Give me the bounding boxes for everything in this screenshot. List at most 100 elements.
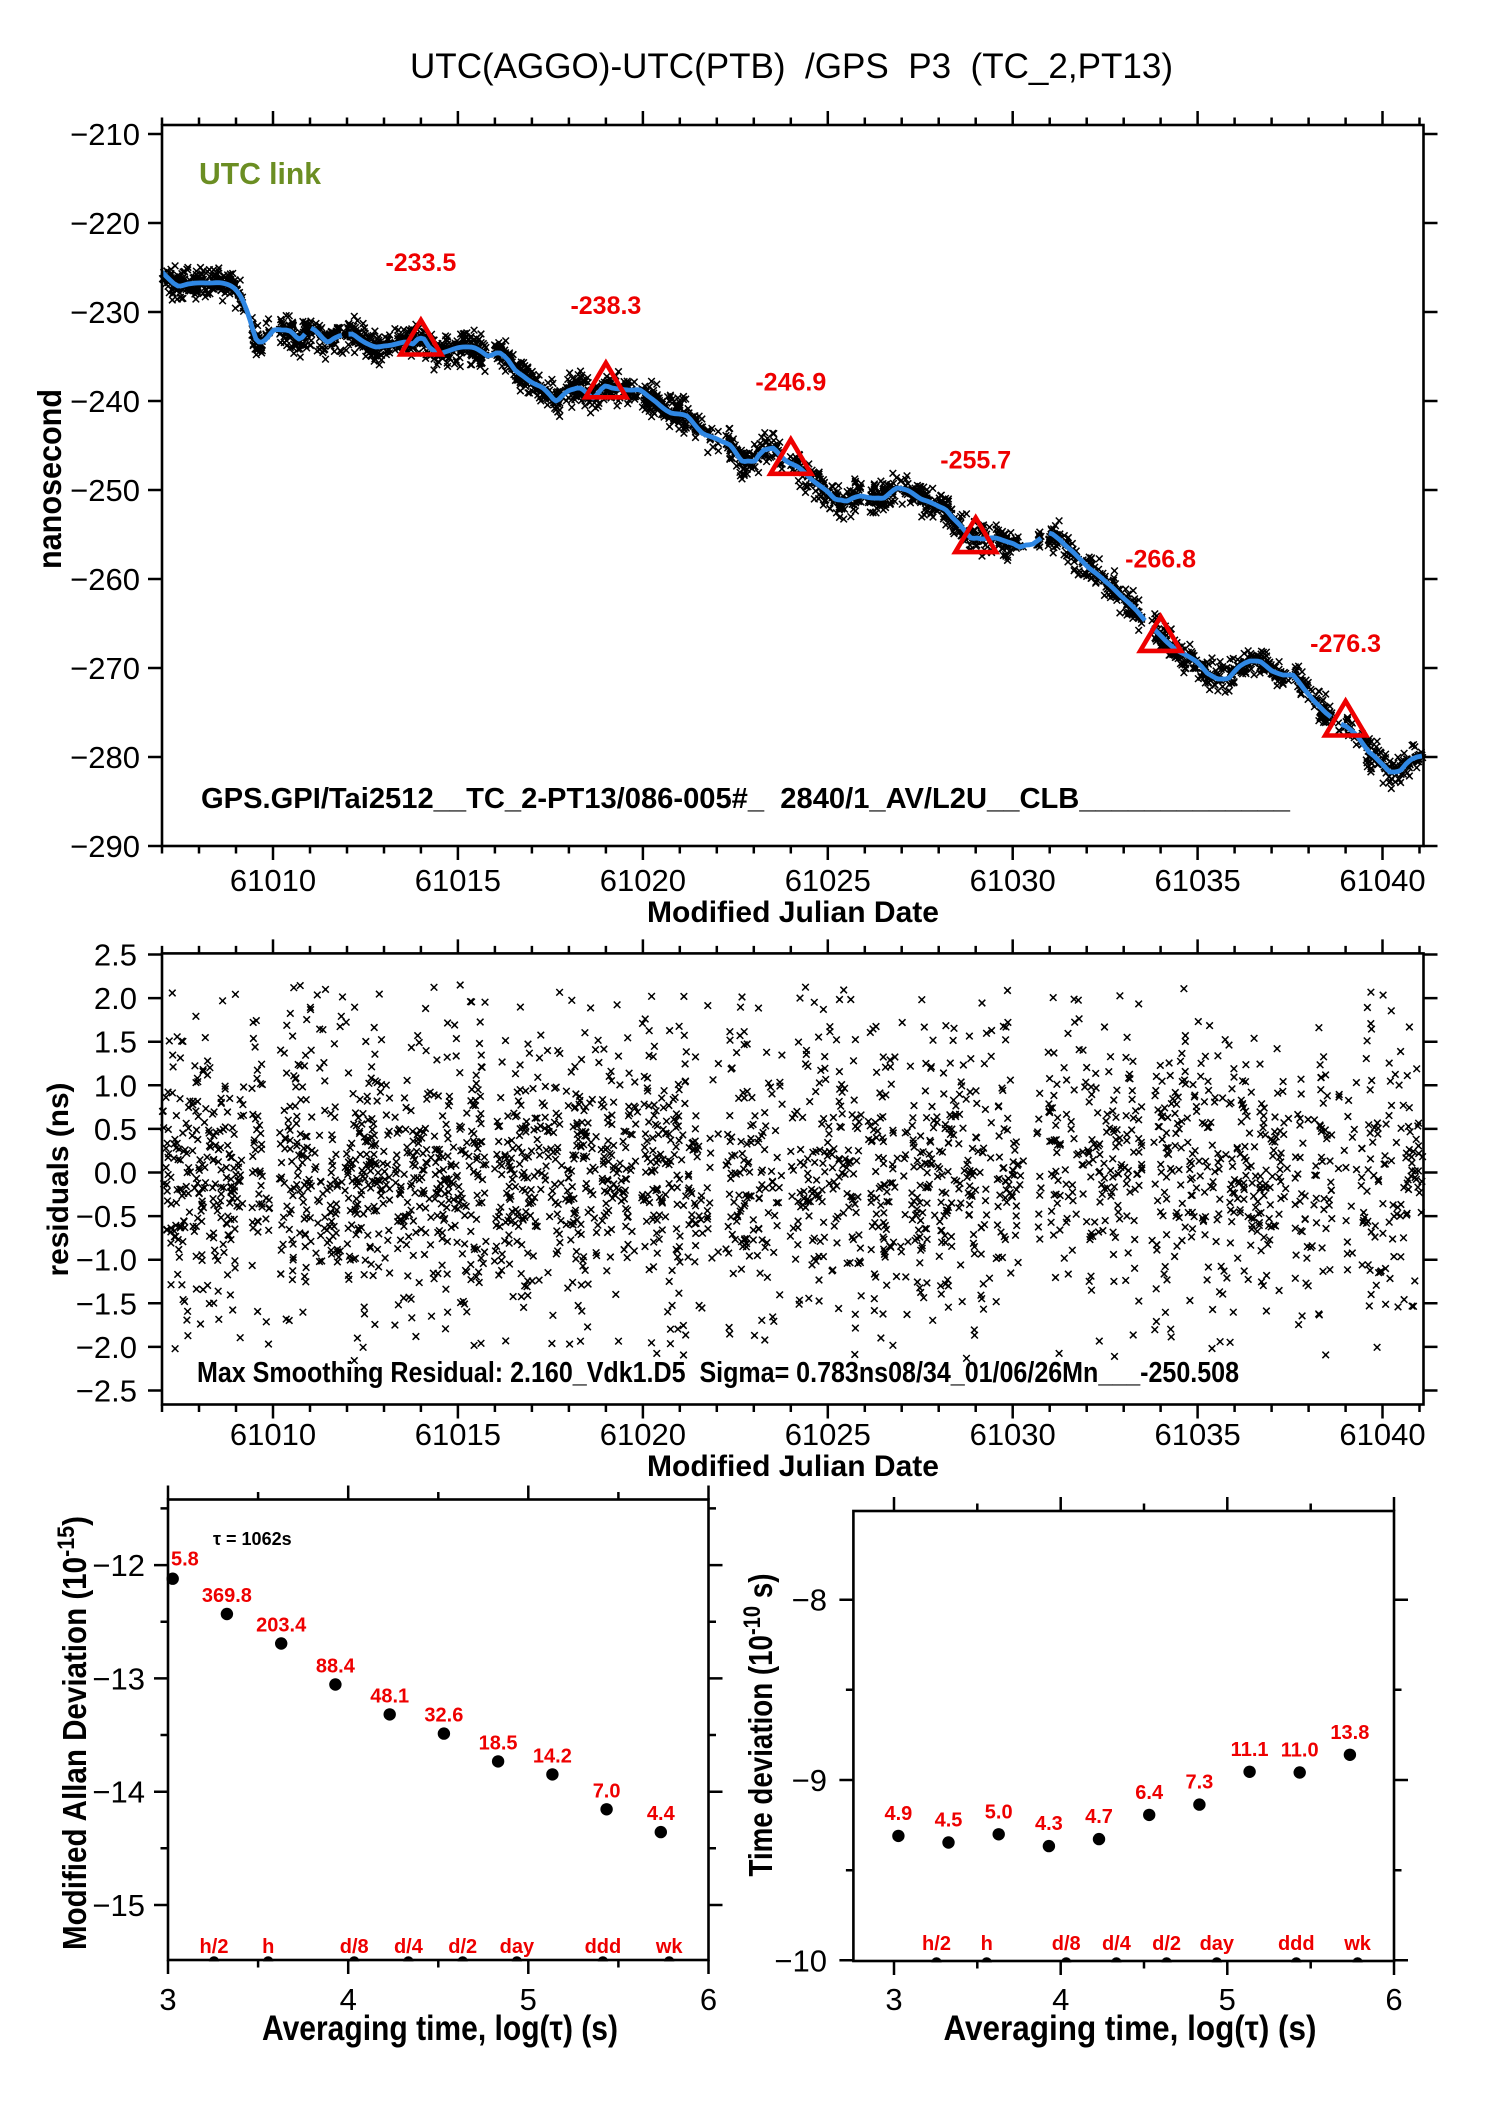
svg-text:h: h	[981, 1933, 993, 1955]
svg-text:4: 4	[340, 1982, 357, 2017]
svg-text:5: 5	[520, 1982, 537, 2017]
svg-text:13.8: 13.8	[1330, 1722, 1369, 1744]
svg-text:0.5: 0.5	[94, 1112, 137, 1147]
svg-text:369.8: 369.8	[202, 1585, 252, 1607]
svg-text:61035: 61035	[1154, 863, 1240, 898]
svg-text:18.5: 18.5	[479, 1732, 518, 1754]
svg-text:61030: 61030	[970, 1417, 1056, 1452]
svg-text:ddd: ddd	[585, 1936, 622, 1958]
svg-text:d/8: d/8	[340, 1936, 369, 1958]
svg-text:61030: 61030	[970, 863, 1056, 898]
svg-text:residuals (ns): residuals (ns)	[42, 1083, 75, 1277]
svg-text:14.2: 14.2	[533, 1745, 572, 1767]
svg-text:−210: −210	[70, 117, 140, 152]
svg-text:d/2: d/2	[1152, 1933, 1181, 1955]
svg-text:d/2: d/2	[448, 1936, 477, 1958]
svg-text:UTC(AGGO)-UTC(PTB) /GPS P3: UTC(AGGO)-UTC(PTB) /GPS P3 (TC_2,PT13)	[410, 47, 1173, 86]
svg-text:7.3: 7.3	[1185, 1772, 1213, 1794]
svg-text:−1.0: −1.0	[76, 1243, 137, 1278]
svg-text:61020: 61020	[600, 1417, 686, 1452]
svg-text:-255.7: -255.7	[940, 447, 1011, 475]
svg-text:−220: −220	[70, 206, 140, 241]
svg-text:−12: −12	[92, 1548, 145, 1583]
svg-text:−2.0: −2.0	[76, 1330, 137, 1365]
svg-text:6.4: 6.4	[1135, 1782, 1164, 1804]
svg-text:−10: −10	[774, 1943, 827, 1978]
svg-text:−260: −260	[70, 562, 140, 597]
svg-text:88.4: 88.4	[316, 1656, 356, 1678]
svg-text:61010: 61010	[230, 863, 316, 898]
svg-text:−13: −13	[92, 1661, 145, 1696]
svg-text:4: 4	[1052, 1982, 1069, 2017]
svg-text:h/2: h/2	[922, 1933, 951, 1955]
svg-text:d/4: d/4	[394, 1936, 424, 1958]
svg-text:7.0: 7.0	[593, 1780, 621, 1802]
svg-text:5.0: 5.0	[985, 1801, 1013, 1823]
svg-text:−250: −250	[70, 473, 140, 508]
svg-text:wk: wk	[655, 1936, 684, 1958]
svg-text:4.7: 4.7	[1085, 1806, 1113, 1828]
svg-text:11.1: 11.1	[1231, 1739, 1269, 1761]
svg-text:−0.5: −0.5	[76, 1199, 137, 1234]
svg-text:-246.9: -246.9	[755, 368, 826, 396]
svg-text:-233.5: -233.5	[385, 249, 456, 277]
svg-text:−9: −9	[792, 1763, 827, 1798]
svg-text:−240: −240	[70, 384, 140, 419]
svg-text:GPS.GPI/Tai2512__TC_2-PT13/086: GPS.GPI/Tai2512__TC_2-PT13/086-005#_ 284…	[201, 783, 1291, 815]
svg-text:-266.8: -266.8	[1125, 546, 1196, 574]
svg-text:−230: −230	[70, 295, 140, 330]
svg-text:3: 3	[159, 1982, 176, 2017]
svg-text:−270: −270	[70, 651, 140, 686]
svg-text:61010: 61010	[230, 1417, 316, 1452]
svg-text:−280: −280	[70, 740, 140, 775]
svg-text:Modified Allan Deviation (10-1: Modified Allan Deviation (10-15)	[53, 1516, 93, 1950]
svg-text:h: h	[262, 1936, 274, 1958]
svg-text:4.5: 4.5	[935, 1810, 963, 1832]
svg-text:-238.3: -238.3	[570, 292, 641, 320]
svg-text:nanosecond: nanosecond	[31, 389, 68, 569]
svg-text:−2.5: −2.5	[76, 1374, 137, 1409]
svg-text:6: 6	[700, 1982, 717, 2017]
svg-text:4.3: 4.3	[1035, 1813, 1063, 1835]
svg-text:h/2: h/2	[200, 1936, 229, 1958]
svg-text:−8: −8	[792, 1583, 827, 1618]
svg-text:Averaging time, log(τ) (s): Averaging time, log(τ) (s)	[262, 2009, 618, 2048]
svg-text:5: 5	[1219, 1982, 1236, 2017]
svg-text:τ = 1062s: τ = 1062s	[213, 1529, 292, 1549]
svg-text:Max Smoothing Residual: 2.160_: Max Smoothing Residual: 2.160_Vdk1.D5 Si…	[197, 1357, 1239, 1389]
svg-text:5.8: 5.8	[171, 1549, 199, 1571]
svg-text:Averaging time, log(τ) (s): Averaging time, log(τ) (s)	[944, 2009, 1317, 2048]
svg-text:2.0: 2.0	[94, 981, 137, 1016]
svg-text:61025: 61025	[785, 1417, 871, 1452]
svg-text:-276.3: -276.3	[1310, 630, 1381, 658]
svg-text:4.9: 4.9	[884, 1803, 912, 1825]
svg-text:61040: 61040	[1339, 1417, 1425, 1452]
svg-text:61020: 61020	[600, 863, 686, 898]
svg-text:−15: −15	[92, 1888, 145, 1923]
svg-text:−14: −14	[92, 1775, 145, 1810]
svg-text:0.0: 0.0	[94, 1156, 137, 1191]
svg-text:61025: 61025	[785, 863, 871, 898]
svg-text:61035: 61035	[1154, 1417, 1240, 1452]
svg-text:wk: wk	[1343, 1933, 1372, 1955]
svg-text:61015: 61015	[415, 1417, 501, 1452]
svg-text:Modified Julian Date: Modified Julian Date	[647, 896, 939, 929]
svg-text:1.5: 1.5	[94, 1025, 137, 1060]
svg-text:3: 3	[885, 1982, 902, 2017]
svg-text:32.6: 32.6	[424, 1705, 463, 1727]
svg-text:2.5: 2.5	[94, 938, 137, 973]
svg-text:d/4: d/4	[1102, 1933, 1132, 1955]
svg-text:ddd: ddd	[1278, 1933, 1315, 1955]
svg-text:day: day	[1200, 1933, 1235, 1955]
svg-text:d/8: d/8	[1052, 1933, 1081, 1955]
svg-text:−290: −290	[70, 829, 140, 864]
svg-text:61040: 61040	[1339, 863, 1425, 898]
svg-text:11.0: 11.0	[1281, 1740, 1319, 1762]
svg-text:6: 6	[1385, 1982, 1402, 2017]
svg-text:Modified Julian Date: Modified Julian Date	[647, 1450, 939, 1483]
svg-text:203.4: 203.4	[256, 1615, 307, 1637]
svg-text:1.0: 1.0	[94, 1068, 137, 1103]
svg-text:−1.5: −1.5	[76, 1286, 137, 1321]
svg-text:UTC link: UTC link	[199, 156, 322, 191]
svg-text:61015: 61015	[415, 863, 501, 898]
